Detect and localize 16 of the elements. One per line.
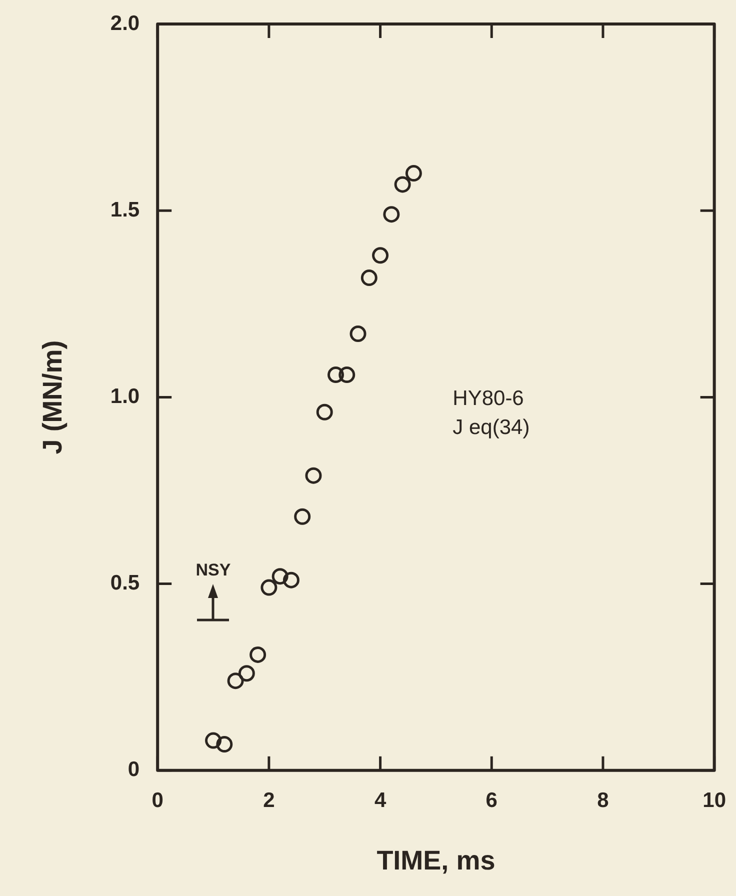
- x-tick-label: 4: [374, 788, 386, 812]
- y-tick-label: 0.5: [110, 572, 140, 595]
- x-tick-label: 8: [597, 788, 610, 812]
- annotation: J eq(34): [452, 416, 530, 439]
- x-tick-label: 0: [152, 788, 164, 812]
- annotation: HY80-6: [452, 386, 524, 410]
- y-axis-title: J (MN/m): [38, 340, 68, 454]
- y-tick-label: 0: [128, 758, 140, 782]
- y-tick-label: 1.5: [110, 198, 140, 222]
- y-tick-label: 1.0: [110, 384, 140, 408]
- x-axis-title: TIME, ms: [376, 845, 496, 876]
- annotation: NSY: [196, 560, 232, 580]
- y-tick-label: 2.0: [110, 12, 140, 35]
- x-tick-label: 10: [702, 788, 726, 812]
- x-tick-label: 2: [263, 788, 275, 812]
- x-tick-label: 6: [486, 788, 498, 812]
